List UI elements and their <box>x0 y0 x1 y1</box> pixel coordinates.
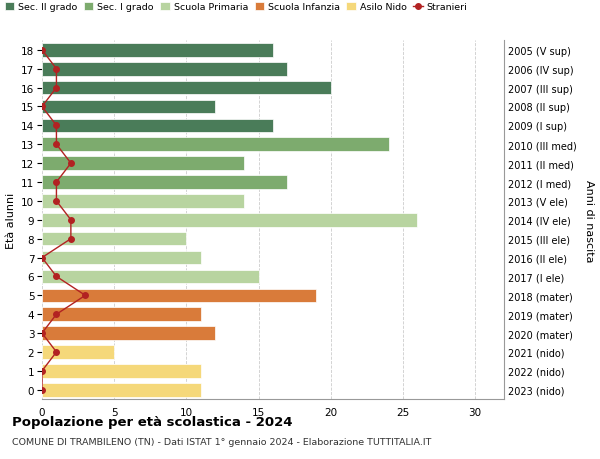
Bar <box>42 44 273 57</box>
Bar <box>42 138 389 152</box>
Bar <box>42 232 187 246</box>
Bar <box>42 119 273 133</box>
Bar <box>42 251 201 265</box>
Bar <box>42 63 287 76</box>
Bar <box>42 157 244 171</box>
Bar <box>42 327 215 340</box>
Text: Popolazione per età scolastica - 2024: Popolazione per età scolastica - 2024 <box>12 415 293 428</box>
Text: COMUNE DI TRAMBILENO (TN) - Dati ISTAT 1° gennaio 2024 - Elaborazione TUTTITALIA: COMUNE DI TRAMBILENO (TN) - Dati ISTAT 1… <box>12 437 431 446</box>
Bar <box>42 213 418 227</box>
Bar <box>42 289 316 302</box>
Bar <box>42 176 287 190</box>
Y-axis label: Età alunni: Età alunni <box>5 192 16 248</box>
Y-axis label: Anni di nascita: Anni di nascita <box>584 179 593 262</box>
Bar <box>42 364 201 378</box>
Bar <box>42 346 114 359</box>
Bar <box>42 195 244 208</box>
Bar <box>42 308 201 321</box>
Bar <box>42 101 215 114</box>
Bar <box>42 82 331 95</box>
Bar <box>42 383 201 397</box>
Bar <box>42 270 259 284</box>
Legend: Sec. II grado, Sec. I grado, Scuola Primaria, Scuola Infanzia, Asilo Nido, Stran: Sec. II grado, Sec. I grado, Scuola Prim… <box>1 0 471 16</box>
